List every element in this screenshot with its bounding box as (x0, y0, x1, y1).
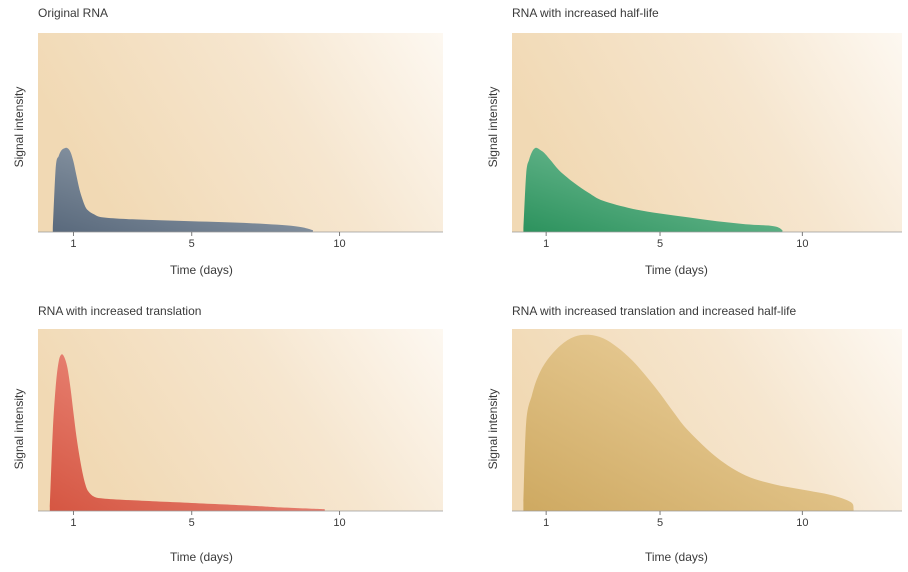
x-tick-label: 5 (657, 517, 663, 529)
panel-original-rna: Original RNA Signal intensity 1 5 10 Time … (0, 0, 454, 286)
signal-area (523, 334, 854, 511)
y-axis-label: Signal intensity (486, 86, 500, 168)
x-axis-label: Time (days) (645, 550, 708, 564)
panel-title: RNA with increased translation (38, 304, 202, 318)
panel-increased-translation-and-half-life: RNA with increased translation and incre… (476, 298, 908, 572)
signal-area (49, 354, 325, 511)
plot-area: 1 5 10 (512, 329, 902, 529)
x-tick-label: 1 (543, 238, 549, 250)
x-axis-label: Time (days) (645, 263, 708, 277)
x-tick-label: 10 (333, 238, 345, 250)
x-tick-label: 10 (796, 517, 808, 529)
signal-area (523, 147, 783, 232)
x-tick-label: 10 (796, 238, 808, 250)
y-axis-label: Signal intensity (486, 388, 500, 470)
x-tick-label: 5 (189, 517, 195, 529)
panel-increased-translation: RNA with increased translation Signal in… (0, 298, 454, 572)
plot-area: 1 5 10 (512, 33, 902, 250)
panel-title: Original RNA (38, 6, 109, 20)
y-axis-label: Signal intensity (12, 86, 26, 168)
panel-title: RNA with increased half-life (512, 6, 659, 20)
signal-area (52, 147, 313, 232)
x-tick-label: 10 (333, 517, 345, 529)
panel-increased-half-life: RNA with increased half-life Signal inte… (476, 0, 908, 286)
x-tick-label: 1 (70, 238, 76, 250)
y-axis-label: Signal intensity (12, 388, 26, 470)
plot-area: 1 5 10 (38, 33, 443, 250)
x-tick-label: 5 (189, 238, 195, 250)
panel-title: RNA with increased translation and incre… (512, 304, 797, 318)
x-tick-label: 1 (70, 517, 76, 529)
plot-background (38, 33, 443, 232)
x-tick-label: 5 (657, 238, 663, 250)
plot-area: 1 5 10 (38, 329, 443, 529)
plot-background (38, 329, 443, 511)
x-axis-label: Time (days) (170, 263, 233, 277)
x-tick-label: 1 (543, 517, 549, 529)
x-axis-label: Time (days) (170, 550, 233, 564)
